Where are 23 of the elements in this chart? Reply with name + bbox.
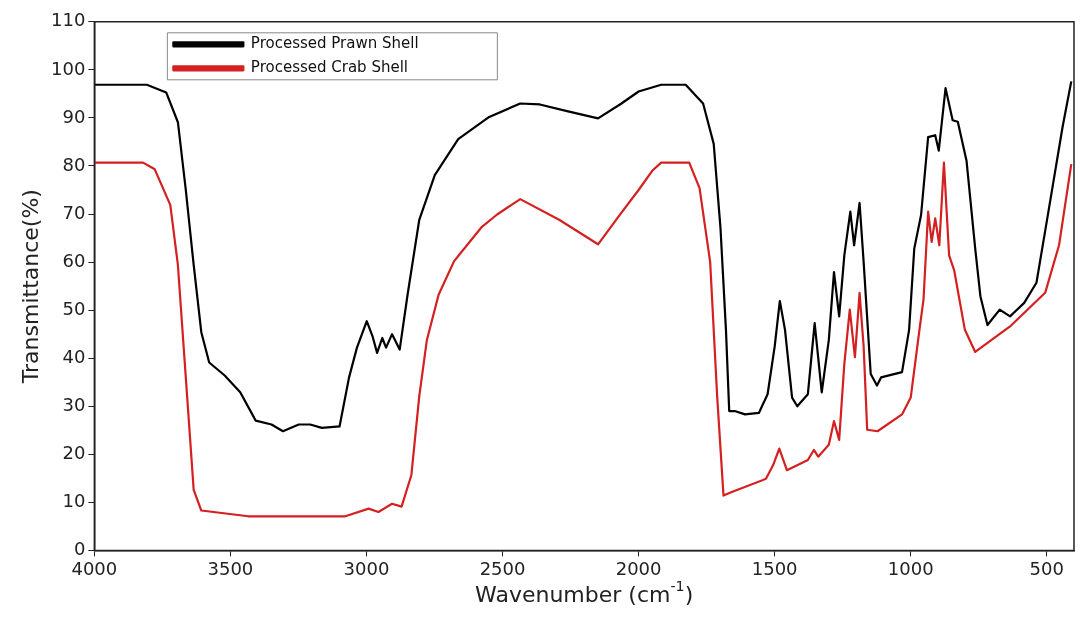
x-tick-label: 500 (1029, 557, 1064, 579)
legend-label: Processed Prawn Shell (250, 34, 419, 53)
x-tick-label: 2500 (479, 557, 526, 579)
y-tick-label: 30 (62, 393, 86, 415)
y-axis-title: Transmittance(%) (18, 189, 44, 385)
x-tick-label: 2000 (615, 557, 662, 579)
y-tick-label: 90 (62, 105, 86, 127)
y-tick-label: 70 (62, 201, 86, 223)
legend-label: Processed Crab Shell (250, 58, 408, 77)
x-tick-label: 3500 (207, 557, 254, 579)
y-tick-label: 40 (62, 345, 86, 367)
y-tick-label: 10 (62, 490, 86, 512)
x-tick-label: 1500 (751, 557, 798, 579)
x-tick-label: 4000 (71, 557, 118, 579)
x-tick-label: 1000 (887, 557, 934, 579)
y-tick-label: 0 (73, 538, 86, 560)
y-tick-label: 100 (51, 57, 86, 79)
y-tick-label: 80 (62, 153, 86, 175)
x-tick-label: 3000 (343, 557, 390, 579)
y-tick-label: 20 (62, 441, 86, 463)
y-tick-label: 110 (51, 9, 86, 31)
y-tick-label: 60 (62, 249, 86, 271)
y-tick-label: 50 (62, 297, 86, 319)
